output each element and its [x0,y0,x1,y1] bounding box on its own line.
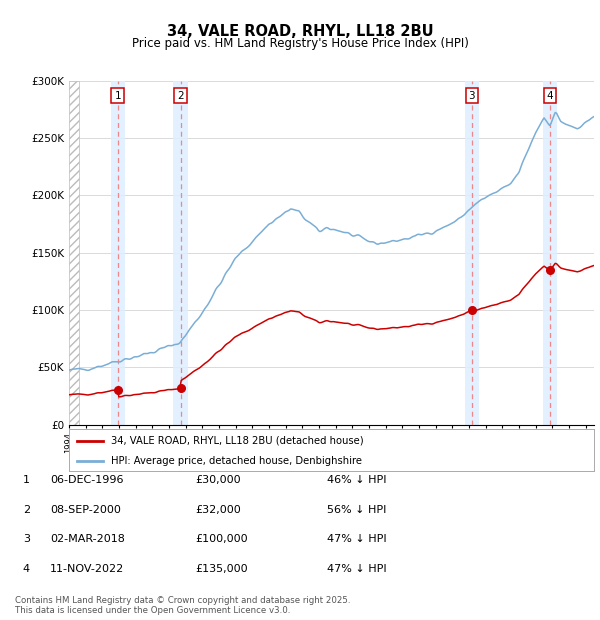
Text: 1: 1 [115,91,121,100]
Text: 47% ↓ HPI: 47% ↓ HPI [327,564,386,574]
Text: 02-MAR-2018: 02-MAR-2018 [50,534,125,544]
Text: Contains HM Land Registry data © Crown copyright and database right 2025.
This d: Contains HM Land Registry data © Crown c… [15,596,350,615]
Text: 1: 1 [23,475,30,485]
Text: £30,000: £30,000 [195,475,241,485]
Bar [543,81,557,425]
Text: £135,000: £135,000 [195,564,248,574]
Text: 2: 2 [23,505,30,515]
Text: Price paid vs. HM Land Registry's House Price Index (HPI): Price paid vs. HM Land Registry's House … [131,37,469,50]
Bar [173,81,188,425]
Text: 4: 4 [23,564,30,574]
Text: 34, VALE ROAD, RHYL, LL18 2BU: 34, VALE ROAD, RHYL, LL18 2BU [167,24,433,38]
Bar [110,81,125,425]
Bar [465,81,479,425]
Bar [69,81,79,425]
Text: 06-DEC-1996: 06-DEC-1996 [50,475,124,485]
Text: 4: 4 [547,91,553,100]
Text: £32,000: £32,000 [195,505,241,515]
Text: 3: 3 [23,534,30,544]
Text: HPI: Average price, detached house, Denbighshire: HPI: Average price, detached house, Denb… [111,456,362,466]
Text: 47% ↓ HPI: 47% ↓ HPI [327,534,386,544]
Text: 2: 2 [177,91,184,100]
Text: 46% ↓ HPI: 46% ↓ HPI [327,475,386,485]
Text: 3: 3 [469,91,475,100]
Text: 08-SEP-2000: 08-SEP-2000 [50,505,121,515]
Text: 56% ↓ HPI: 56% ↓ HPI [327,505,386,515]
Text: 11-NOV-2022: 11-NOV-2022 [50,564,124,574]
Text: 34, VALE ROAD, RHYL, LL18 2BU (detached house): 34, VALE ROAD, RHYL, LL18 2BU (detached … [111,436,364,446]
Text: £100,000: £100,000 [195,534,248,544]
